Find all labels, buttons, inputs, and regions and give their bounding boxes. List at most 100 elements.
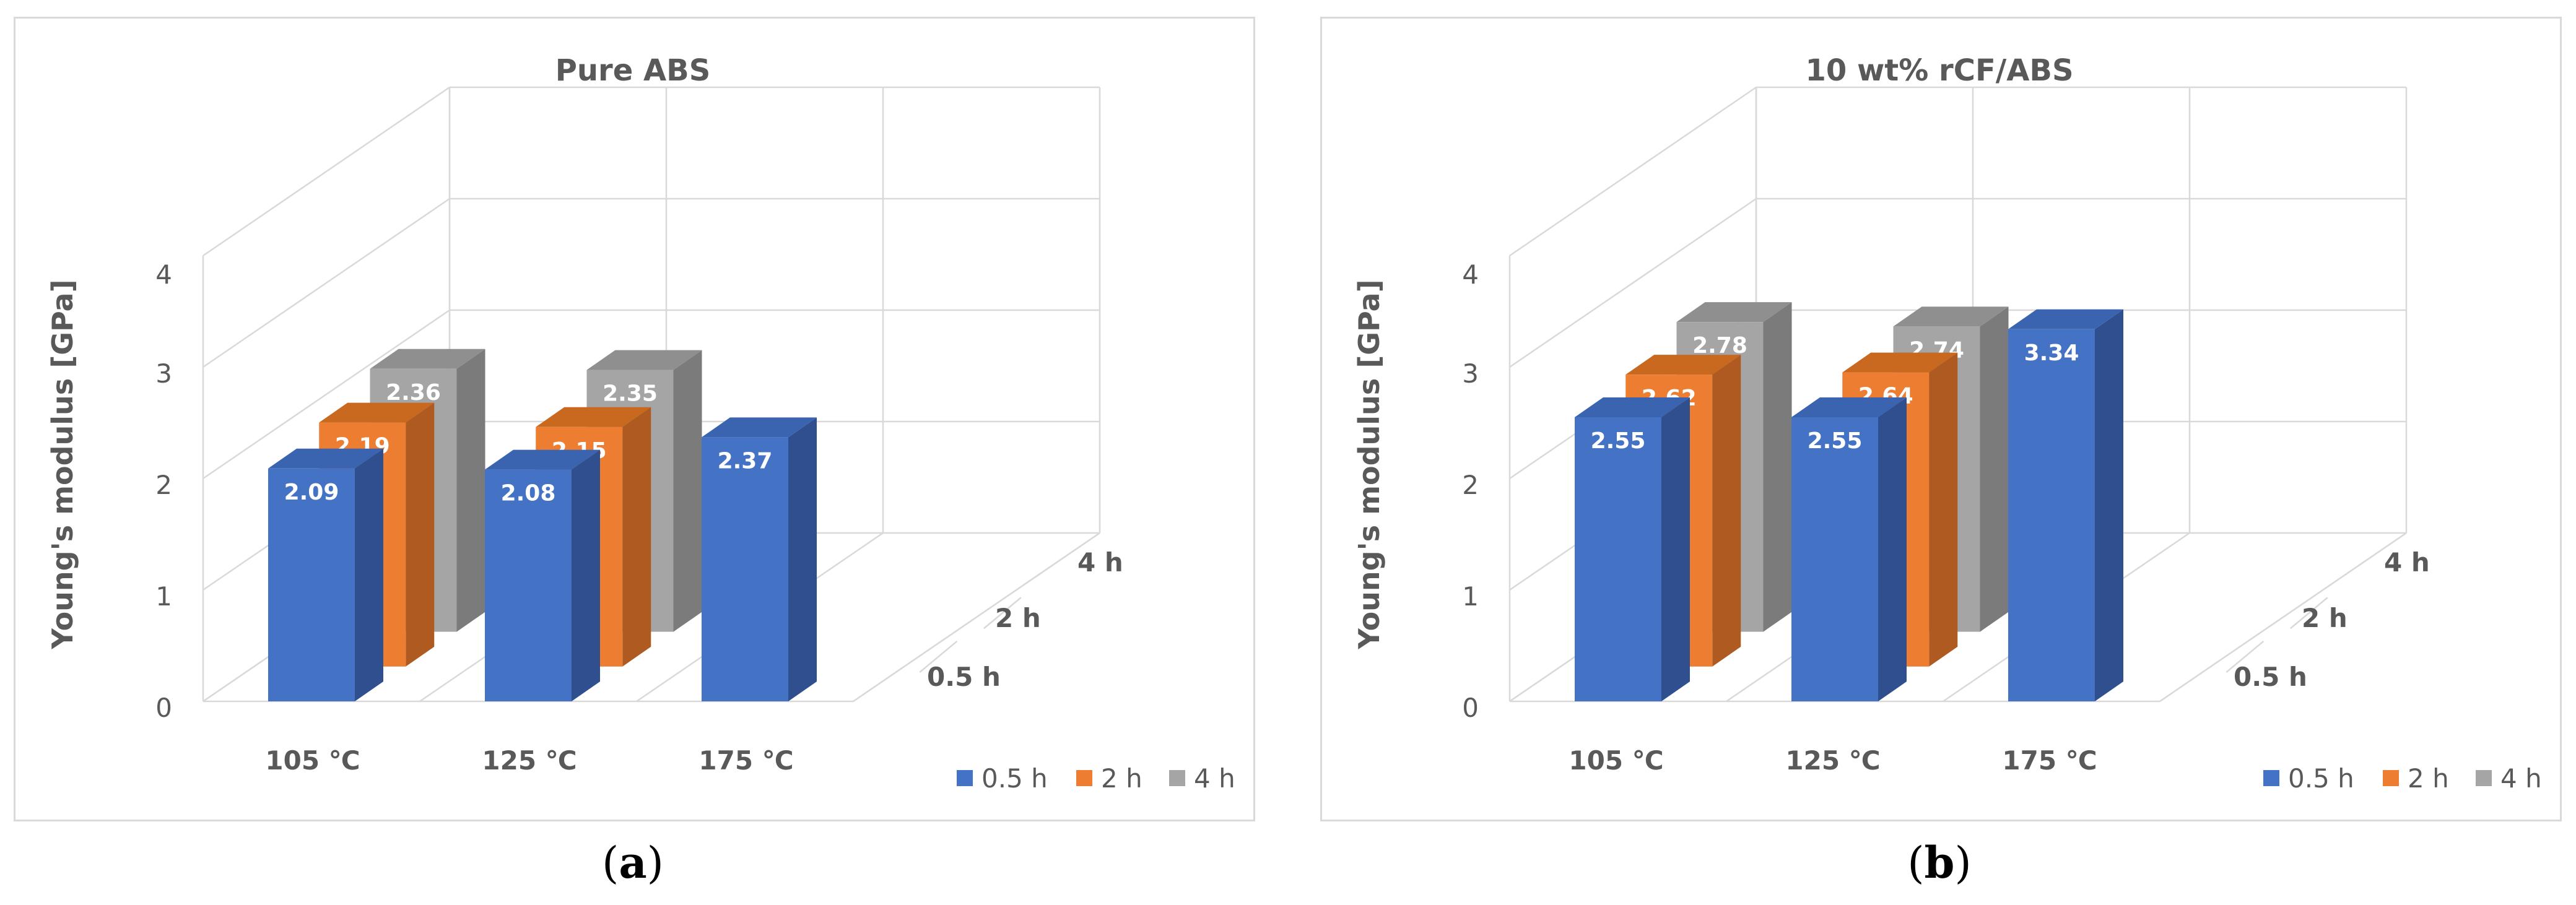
side-wall-gridline [202,86,450,257]
chart-a-categories: 105 ℃ 125 ℃ 175 ℃ [265,745,793,776]
chart-b-depth-labels: 0.5 h 2 h 4 h [2234,547,2430,692]
bar-value-label: 2.78 [1692,333,1747,358]
chart-a: 2.362.352.192.152.092.082.37 Pure ABS Yo… [46,53,1235,888]
bar-top-face [319,402,435,423]
bar-side-face [1712,355,1741,667]
chart-a-ytick: 2 [155,470,172,500]
legend-label: 0.5 h [981,763,1048,794]
bar-side-face [2095,309,2123,701]
chart-a-category-label: 125 ℃ [482,745,577,776]
bar-value-label: 2.35 [603,381,658,407]
bar-top-face [1676,302,1792,323]
legend-label: 2 h [2408,763,2449,794]
legend-swatch-0.5h [2263,770,2279,786]
chart-a-category-label: 175 ℃ [698,745,793,776]
bar-side-face [406,402,435,667]
bar-0.5h-1 [1791,417,1878,701]
bar-top-face [702,417,817,438]
chart-b: 2.782.742.622.642.552.553.34 10 wt% rCF/… [1352,53,2542,888]
side-wall-gridline [1509,197,1757,368]
chart-b-categories: 105 ℃ 125 ℃ 175 ℃ [1569,745,2097,776]
chart-a-depth-labels: 0.5 h 2 h 4 h [927,547,1123,692]
side-wall-gridline [1509,86,1757,257]
bar-0.5h-1 [485,469,572,701]
floor-category-divider [853,532,1100,703]
chart-b-ytick: 4 [1462,259,1479,290]
bar-top-face [370,349,485,369]
chart-a-yticks: 0 1 2 3 4 [155,259,172,723]
bar-0.5h-2 [2008,329,2095,701]
legend-swatch-4h [2476,770,2492,786]
chart-b-caption: (b) [1907,837,1972,888]
floor-category-divider [2159,532,2407,703]
chart-a-category-label: 105 ℃ [265,745,360,776]
bar-side-face [355,448,383,701]
chart-a-title: Pure ABS [555,53,711,88]
bar-side-face [1763,302,1792,632]
chart-b-ytick: 3 [1462,358,1479,389]
depth-axis-tick [983,597,1022,630]
legend-swatch-2h [2383,770,2399,786]
bar-top-face [2008,309,2123,329]
bar-side-face [1661,397,1690,701]
bar-top-face [268,448,383,469]
bar-value-label: 2.55 [1591,428,1646,454]
legend-swatch-0.5h [957,770,973,786]
bar-side-face [456,349,485,632]
legend-swatch-2h [1076,770,1092,786]
chart-b-plot: 2.782.742.622.642.552.553.34 [1508,86,2408,703]
chart-a-ytick: 0 [155,693,172,723]
chart-b-title: 10 wt% rCF/ABS [1805,53,2073,88]
chart-b-depth-label: 2 h [2302,603,2348,633]
chart-b-ytick: 1 [1462,581,1479,612]
side-wall-gridline [202,309,450,480]
chart-b-category-label: 105 ℃ [1569,745,1663,776]
chart-a-ytick: 3 [155,358,172,389]
chart-b-category-label: 125 ℃ [1785,745,1880,776]
bar-side-face [1929,352,1958,667]
bar-top-face [1625,355,1741,375]
bar-0.5h-0 [1575,417,1661,701]
chart-a-ytick: 1 [155,581,172,612]
chart-b-category-label: 175 ℃ [2002,745,2097,776]
chart-a-depth-label: 2 h [995,603,1041,633]
bar-side-face [1980,306,2009,632]
bar-top-face [1575,397,1690,417]
depth-axis-tick [2226,640,2265,673]
bar-value-label: 2.36 [386,380,441,405]
chart-a-plot: 2.362.352.192.152.092.082.37 [202,86,1101,703]
bar-side-face [622,407,651,667]
chart-b-legend: 0.5 h 2 h 4 h [2263,763,2542,794]
bar-side-face [788,417,817,701]
bar-top-face [1893,306,2009,327]
bar-side-face [1878,397,1907,701]
bar-side-face [673,350,702,632]
chart-b-depth-label: 4 h [2384,547,2430,578]
bar-value-label: 2.37 [718,448,773,474]
bar-top-face [586,350,702,370]
bar-top-face [536,407,651,427]
chart-b-ytick: 2 [1462,470,1479,500]
chart-b-depth-label: 0.5 h [2234,662,2307,692]
bar-value-label: 2.09 [284,480,339,505]
legend-label: 4 h [2500,763,2542,794]
depth-axis-tick [919,640,958,673]
chart-a-depth-label: 4 h [1077,547,1123,578]
chart-b-ytick: 0 [1462,693,1479,723]
legend-label: 0.5 h [2288,763,2354,794]
chart-b-yticks: 0 1 2 3 4 [1462,259,1479,723]
bar-top-face [1791,397,1907,417]
legend-label: 4 h [1194,763,1235,794]
chart-a-ylabel: Young's modulus [GPa] [46,279,79,649]
depth-axis-tick [2290,597,2328,630]
bar-value-label: 2.55 [1808,428,1863,454]
bar-value-label: 2.08 [501,481,556,506]
chart-a-legend: 0.5 h 2 h 4 h [957,763,1235,794]
legend-label: 2 h [1101,763,1142,794]
chart-a-caption: (a) [602,837,664,888]
chart-a-depth-label: 0.5 h [927,662,1001,692]
bar-side-face [572,449,600,701]
chart-b-ylabel: Young's modulus [GPa] [1352,279,1386,649]
bar-top-face [485,449,600,470]
